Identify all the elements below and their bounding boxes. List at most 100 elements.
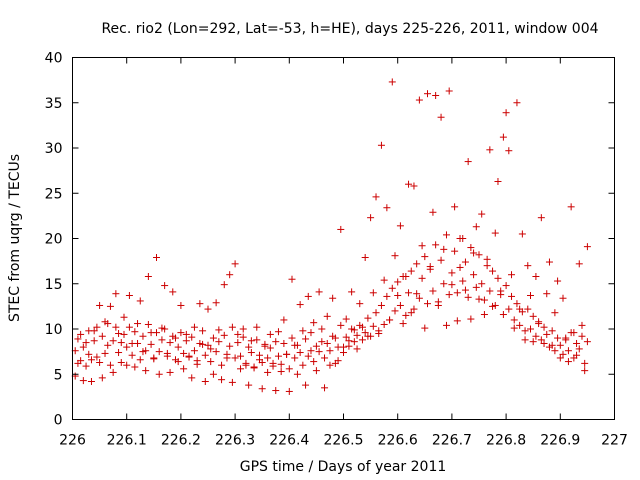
data-point <box>405 180 413 188</box>
data-point <box>410 182 418 190</box>
data-point <box>212 348 220 356</box>
data-point <box>117 339 125 347</box>
data-point <box>283 350 291 358</box>
data-point <box>220 281 228 289</box>
data-point <box>85 327 93 335</box>
data-point <box>142 347 150 355</box>
data-point <box>377 301 385 309</box>
data-point <box>564 358 572 366</box>
data-point <box>543 330 551 338</box>
data-point <box>524 262 532 270</box>
data-point <box>323 339 331 347</box>
data-point <box>421 324 429 332</box>
data-point <box>125 292 133 300</box>
data-point <box>288 334 296 342</box>
data-point <box>486 146 494 154</box>
data-point <box>545 258 553 266</box>
data-point <box>399 320 407 328</box>
data-point <box>445 87 453 95</box>
data-point <box>529 338 537 346</box>
data-point <box>166 339 174 347</box>
data-point <box>312 342 320 350</box>
data-point <box>315 288 323 296</box>
data-point <box>163 352 171 360</box>
data-point <box>451 247 459 255</box>
data-point <box>123 343 131 351</box>
data-point <box>296 301 304 309</box>
data-point <box>112 290 120 298</box>
data-point <box>489 267 497 275</box>
data-point <box>583 338 591 346</box>
data-point <box>524 305 532 313</box>
data-point <box>93 323 101 331</box>
data-point <box>388 284 396 292</box>
data-point <box>361 329 369 337</box>
data-point <box>139 332 147 340</box>
data-point <box>480 311 488 319</box>
data-point <box>266 330 274 338</box>
data-point <box>334 343 342 351</box>
data-point <box>253 323 261 331</box>
data-point <box>277 368 285 376</box>
data-point <box>578 332 586 340</box>
data-point <box>372 193 380 201</box>
data-point <box>234 330 242 338</box>
data-point <box>394 292 402 300</box>
data-point <box>204 305 212 313</box>
data-point <box>545 343 553 351</box>
data-point <box>554 277 562 285</box>
data-point <box>513 99 521 107</box>
data-point <box>478 280 486 288</box>
data-point <box>79 377 87 385</box>
data-point <box>226 342 234 350</box>
data-point <box>264 368 272 376</box>
data-point <box>567 203 575 211</box>
data-point <box>237 352 245 360</box>
data-point <box>353 345 361 353</box>
data-point <box>169 332 177 340</box>
x-tick-label: 226.8 <box>486 433 526 449</box>
data-point <box>537 336 545 344</box>
data-point <box>331 359 339 367</box>
data-point <box>494 274 502 282</box>
data-point <box>383 292 391 300</box>
data-point <box>209 334 217 342</box>
data-point <box>367 332 375 340</box>
y-tick-label: 15 <box>45 277 63 293</box>
data-point <box>510 324 518 332</box>
data-point <box>356 321 364 329</box>
data-point <box>131 363 139 371</box>
y-tick-label: 20 <box>45 232 63 248</box>
data-point <box>307 347 315 355</box>
data-point <box>288 275 296 283</box>
data-point <box>174 343 182 351</box>
data-point <box>551 347 559 355</box>
data-point <box>396 222 404 230</box>
data-point <box>77 330 85 338</box>
data-point <box>472 223 480 231</box>
data-point <box>258 358 266 366</box>
data-point <box>396 301 404 309</box>
data-point <box>526 292 534 300</box>
plot-frame <box>72 57 615 420</box>
data-point <box>312 367 320 375</box>
x-axis-ticks: 226 226.1 226.2 226.3 226.4 226.5 226.6 226.7 22… <box>59 57 628 449</box>
data-point <box>310 319 318 327</box>
data-point <box>125 323 133 331</box>
data-point <box>375 327 383 335</box>
data-point <box>510 316 518 324</box>
data-point <box>543 290 551 298</box>
data-point <box>556 341 564 349</box>
data-point <box>440 245 448 253</box>
data-point <box>239 325 247 333</box>
data-point <box>169 288 177 296</box>
data-point <box>434 298 442 306</box>
data-point <box>394 278 402 286</box>
data-point <box>207 358 215 366</box>
data-point <box>277 360 285 368</box>
data-point <box>79 343 87 351</box>
data-point <box>367 214 375 222</box>
data-point <box>559 294 567 302</box>
data-point <box>391 252 399 260</box>
data-point <box>342 333 350 341</box>
